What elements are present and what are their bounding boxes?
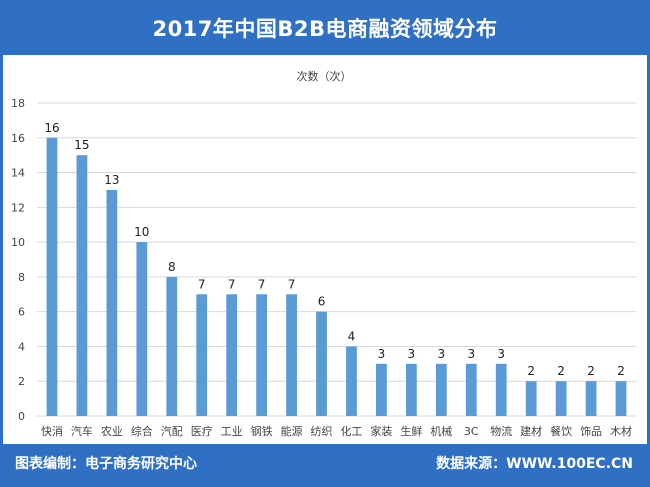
x-tick-label: 纺织	[311, 424, 333, 438]
data-label: 2	[527, 364, 535, 378]
bars	[46, 137, 627, 416]
bar-13	[435, 363, 447, 416]
data-label: 10	[134, 225, 149, 239]
chart-title: 2017年中国B2B电商融资领域分布	[3, 3, 647, 55]
bar-1	[76, 155, 88, 416]
x-tick-label: 医疗	[191, 424, 213, 438]
y-tick-label: 6	[18, 306, 25, 319]
bar-8	[286, 294, 297, 416]
data-label: 15	[74, 138, 89, 152]
bar-11	[376, 363, 387, 416]
y-tick-label: 4	[18, 340, 25, 353]
bar-9	[316, 311, 327, 416]
x-tick-label: 3C	[464, 425, 479, 438]
x-tick-label: 生鲜	[400, 424, 422, 438]
bar-15	[495, 363, 507, 416]
bar-18	[585, 381, 597, 416]
data-label: 3	[497, 347, 505, 361]
data-label: 8	[168, 260, 176, 274]
x-tick-label: 快消	[41, 424, 63, 438]
data-label: 7	[258, 277, 266, 291]
data-labels: 16 15 13 10 8 7 7 7 7 6 4 3 3 3 3 3 2 2 2 2	[44, 121, 625, 378]
data-label: 3	[408, 347, 416, 361]
data-label: 2	[557, 364, 565, 378]
x-tick-label: 能源	[281, 424, 303, 438]
data-label: 13	[104, 173, 119, 187]
y-tick-label: 16	[11, 132, 25, 145]
data-label: 7	[228, 277, 236, 291]
bar-6	[226, 294, 238, 416]
x-tick-label: 饰品	[580, 424, 602, 438]
x-tick-label: 建材	[520, 424, 542, 438]
bar-16	[525, 381, 537, 416]
x-tick-label: 木材	[610, 424, 632, 438]
x-tick-label: 化工	[340, 424, 362, 438]
data-label: 6	[318, 295, 326, 309]
bar-2	[106, 189, 118, 416]
y-tick-label: 2	[18, 375, 25, 388]
bar-10	[346, 346, 357, 416]
y-tick-label: 14	[11, 167, 25, 180]
y-tick-label: 0	[18, 410, 25, 423]
bar-3	[136, 242, 148, 416]
bar-4	[166, 276, 178, 416]
footer-bar: 图表编制：电子商务研究中心 数据来源：WWW.100EC.CN	[3, 444, 647, 484]
data-label: 3	[438, 347, 446, 361]
x-tick-label: 汽配	[161, 424, 183, 438]
data-label: 4	[348, 329, 356, 343]
x-tick-label: 综合	[131, 424, 153, 438]
bar-chart: 次数（次） 0 2 4 6 8 10 12 14 16 18 16 15 13 10 8 7 7 7 7 6 4 3 3 3…	[11, 69, 636, 438]
x-tick-labels: 快消 汽车 农业 综合 汽配 医疗 工业 钢铁 能源 纺织 化工 家装 生鲜 机械 3C 物流 建材 餐饮 饰品 木材	[41, 424, 632, 438]
data-label: 16	[44, 121, 59, 135]
bar-17	[555, 381, 567, 416]
bar-0	[46, 137, 58, 416]
grid-lines	[37, 102, 636, 417]
data-label: 3	[467, 347, 475, 361]
y-tick-label: 8	[18, 271, 25, 284]
y-tick-labels: 0 2 4 6 8 10 12 14 16 18	[11, 97, 25, 423]
x-tick-label: 钢铁	[251, 425, 273, 438]
data-label: 7	[288, 277, 296, 291]
x-tick-label: 家装	[370, 424, 392, 438]
bar-14	[465, 363, 477, 416]
bar-7	[256, 294, 268, 416]
bar-5	[196, 294, 208, 416]
y-tick-label: 18	[11, 97, 25, 110]
bar-12	[405, 363, 417, 416]
x-tick-label: 汽车	[71, 424, 93, 438]
x-tick-label: 机械	[430, 424, 452, 438]
chart-compiler-credit: 图表编制：电子商务研究中心	[15, 456, 197, 472]
x-tick-label: 农业	[101, 424, 123, 438]
x-tick-label: 工业	[221, 425, 243, 438]
bar-19	[615, 381, 627, 416]
data-label: 2	[587, 364, 595, 378]
data-label: 3	[378, 347, 386, 361]
x-tick-label: 餐饮	[550, 424, 572, 438]
y-tick-label: 12	[11, 201, 25, 214]
y-axis-label: 次数（次）	[297, 69, 352, 83]
y-tick-label: 10	[11, 236, 25, 249]
data-label: 2	[617, 364, 625, 378]
data-source-credit: 数据来源：WWW.100EC.CN	[436, 456, 633, 472]
x-tick-label: 物流	[490, 424, 512, 438]
data-label: 7	[198, 277, 206, 291]
